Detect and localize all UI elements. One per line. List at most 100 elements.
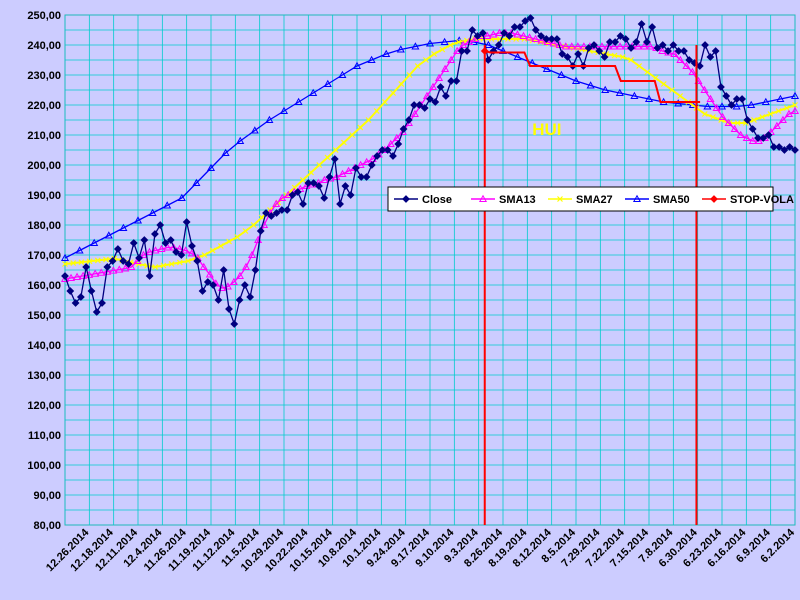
data-point (415, 101, 424, 109)
data-point (373, 108, 380, 114)
data-point (356, 160, 365, 169)
data-point (792, 102, 798, 108)
data-point (677, 93, 684, 99)
data-point (166, 236, 175, 244)
data-point (441, 64, 450, 73)
data-point (525, 33, 534, 41)
y-tick-label: 240,00 (27, 40, 61, 52)
data-point (221, 148, 230, 157)
data-point (605, 38, 614, 46)
data-point (192, 178, 201, 187)
data-point (209, 247, 216, 254)
data-point (176, 259, 183, 266)
y-tick-label: 150,00 (27, 310, 61, 322)
data-point (622, 42, 631, 50)
data-point (279, 106, 289, 115)
data-point (383, 146, 392, 154)
data-point (711, 47, 720, 55)
data-point (642, 38, 651, 46)
data-point (452, 77, 461, 85)
data-point (109, 266, 118, 274)
data-point (658, 41, 667, 49)
data-point (414, 63, 421, 69)
data-point (320, 175, 329, 184)
data-point (747, 100, 756, 109)
data-point (431, 51, 438, 57)
data-point (230, 320, 239, 328)
data-point (772, 121, 781, 130)
data-point (426, 95, 434, 103)
data-point (447, 42, 454, 48)
data-point (267, 212, 276, 220)
data-point (727, 101, 736, 109)
data-point (510, 23, 519, 31)
data-point (241, 262, 251, 271)
y-tick-label: 210,00 (27, 130, 61, 142)
data-point (590, 41, 598, 49)
data-point (549, 39, 558, 47)
data-point (320, 194, 329, 202)
data-point (586, 81, 595, 89)
data-point (489, 30, 498, 38)
data-point (674, 99, 683, 107)
data-point (718, 112, 727, 121)
data-point (736, 130, 745, 139)
data-point (169, 243, 178, 251)
data-point (473, 32, 482, 40)
data-point (392, 133, 401, 142)
data-point (250, 222, 257, 228)
data-point (526, 14, 535, 22)
data-point (420, 104, 429, 112)
data-point (115, 265, 124, 273)
data-point (340, 139, 347, 146)
data-point (724, 118, 733, 127)
data-point (103, 267, 112, 275)
data-point (730, 124, 739, 133)
data-point (402, 195, 410, 203)
data-point (428, 82, 438, 91)
data-point (357, 173, 366, 181)
data-point (103, 263, 112, 271)
data-point (225, 305, 233, 313)
y-tick-label: 100,00 (27, 460, 61, 472)
data-point (157, 244, 166, 253)
data-point (404, 116, 413, 124)
data-point (411, 42, 420, 50)
data-point (537, 36, 546, 44)
data-point (706, 53, 715, 61)
data-point (226, 238, 232, 245)
data-point (494, 41, 503, 49)
data-point (738, 95, 747, 103)
data-point (247, 250, 257, 259)
data-point (440, 37, 449, 46)
data-point (434, 73, 444, 82)
series-line (484, 50, 701, 103)
data-point (367, 55, 376, 64)
data-point (468, 26, 477, 34)
data-point (775, 108, 782, 114)
data-point (365, 117, 372, 123)
data-point (542, 64, 551, 73)
data-point (277, 206, 286, 214)
data-point (151, 246, 160, 254)
data-point (185, 258, 191, 264)
data-point (103, 256, 109, 263)
y-tick-label: 140,00 (27, 340, 61, 352)
data-point (336, 200, 344, 208)
data-point (498, 46, 508, 55)
y-tick-label: 80,00 (33, 520, 61, 532)
data-point (710, 114, 716, 120)
data-point (82, 263, 91, 271)
data-point (396, 45, 405, 53)
y-tick-label: 160,00 (27, 280, 61, 292)
data-point (97, 268, 106, 276)
data-point (558, 50, 567, 58)
data-point (436, 83, 445, 91)
data-point (634, 42, 643, 50)
data-point (145, 272, 154, 280)
data-point (775, 143, 784, 151)
data-point (66, 273, 76, 282)
data-point (278, 193, 287, 202)
data-point (584, 44, 593, 52)
